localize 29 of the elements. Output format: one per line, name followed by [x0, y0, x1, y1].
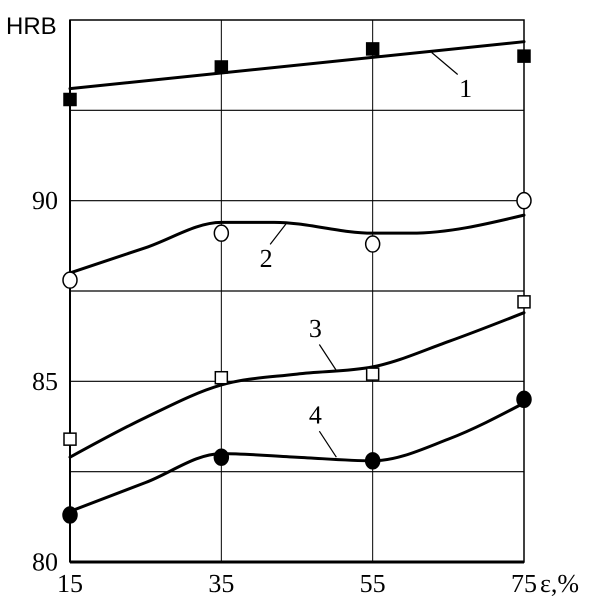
x-tick-label: 55	[360, 569, 386, 598]
x-tick-label: 35	[208, 569, 234, 598]
point	[214, 224, 230, 242]
x-axis-title: ε,%	[540, 569, 580, 598]
point	[366, 42, 380, 56]
x-tick-label: 15	[57, 569, 83, 598]
annotation: 4	[308, 400, 322, 430]
point	[214, 60, 228, 74]
annotation: 2	[260, 244, 273, 273]
point	[517, 295, 531, 309]
point	[62, 506, 78, 524]
point	[214, 370, 228, 384]
point	[62, 271, 78, 289]
y-axis-title: HRB	[6, 13, 57, 40]
y-tick-label: 90	[32, 186, 58, 216]
point	[214, 448, 230, 466]
annotation: 1	[459, 74, 472, 104]
point	[517, 49, 531, 63]
point	[364, 452, 380, 470]
point	[63, 432, 77, 446]
point	[516, 192, 532, 210]
point	[364, 235, 380, 253]
x-tick-label: 75	[511, 569, 537, 598]
y-tick-label: 80	[32, 548, 58, 576]
point	[63, 92, 77, 106]
y-tick-label: 85	[32, 366, 58, 396]
point	[366, 367, 380, 381]
annotation: 3	[308, 314, 322, 343]
point	[516, 390, 532, 408]
